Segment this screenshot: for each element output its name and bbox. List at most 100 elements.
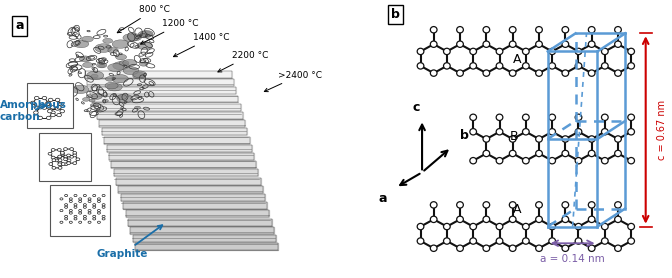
Ellipse shape (74, 40, 89, 48)
Circle shape (61, 163, 65, 165)
Circle shape (588, 41, 595, 47)
Circle shape (457, 70, 464, 76)
Polygon shape (107, 145, 252, 152)
Text: a: a (15, 19, 24, 33)
Circle shape (88, 212, 91, 214)
Circle shape (483, 41, 490, 47)
Ellipse shape (108, 63, 124, 71)
Circle shape (69, 221, 73, 223)
Circle shape (83, 204, 87, 206)
Circle shape (48, 98, 53, 101)
Circle shape (430, 245, 437, 251)
Circle shape (45, 103, 50, 106)
Circle shape (65, 204, 68, 206)
Circle shape (470, 63, 476, 69)
Ellipse shape (99, 64, 106, 68)
Ellipse shape (138, 31, 152, 38)
Circle shape (483, 27, 490, 33)
Circle shape (588, 136, 595, 142)
Ellipse shape (128, 34, 142, 41)
Text: a = 0.14 nm: a = 0.14 nm (540, 254, 605, 264)
Polygon shape (116, 178, 261, 185)
Circle shape (83, 218, 87, 220)
Circle shape (615, 70, 622, 76)
Circle shape (57, 156, 61, 159)
Circle shape (83, 215, 87, 217)
Circle shape (496, 158, 503, 164)
Circle shape (457, 245, 464, 251)
Circle shape (79, 221, 82, 223)
Circle shape (536, 136, 542, 142)
Circle shape (102, 218, 105, 220)
Circle shape (93, 218, 95, 220)
Ellipse shape (123, 67, 139, 75)
Polygon shape (114, 169, 258, 176)
Text: Graphite: Graphite (97, 225, 162, 259)
Circle shape (93, 204, 95, 206)
Ellipse shape (86, 95, 93, 98)
Circle shape (60, 221, 63, 223)
Circle shape (51, 148, 55, 151)
Circle shape (588, 27, 595, 33)
Circle shape (562, 41, 569, 47)
Circle shape (69, 210, 73, 212)
Circle shape (523, 238, 529, 244)
Circle shape (549, 63, 556, 69)
Ellipse shape (117, 95, 127, 100)
Ellipse shape (119, 61, 129, 66)
Circle shape (430, 70, 437, 76)
Bar (38, 133, 91, 181)
Circle shape (523, 224, 529, 230)
Circle shape (60, 152, 65, 154)
Circle shape (54, 159, 58, 162)
Circle shape (615, 136, 622, 142)
Circle shape (97, 210, 100, 212)
Circle shape (46, 101, 50, 105)
Circle shape (97, 198, 100, 200)
Circle shape (483, 70, 490, 76)
Circle shape (430, 27, 437, 33)
Polygon shape (109, 153, 254, 160)
Bar (50, 185, 110, 236)
Circle shape (79, 200, 82, 202)
Circle shape (88, 221, 91, 223)
Text: 2200 °C: 2200 °C (218, 51, 268, 72)
Circle shape (50, 106, 55, 109)
Circle shape (509, 136, 516, 142)
Ellipse shape (123, 59, 137, 66)
Circle shape (483, 136, 490, 142)
Circle shape (575, 48, 582, 54)
Circle shape (88, 210, 91, 212)
Circle shape (509, 27, 516, 33)
Circle shape (58, 159, 62, 162)
Circle shape (97, 200, 100, 202)
Polygon shape (104, 136, 249, 143)
Circle shape (88, 200, 91, 202)
Circle shape (58, 167, 62, 169)
Circle shape (575, 129, 582, 135)
Circle shape (601, 114, 608, 120)
Circle shape (48, 110, 52, 113)
Circle shape (601, 129, 608, 135)
Ellipse shape (105, 82, 118, 89)
Circle shape (601, 48, 608, 54)
Circle shape (509, 70, 516, 76)
Polygon shape (101, 128, 247, 135)
Circle shape (496, 48, 503, 54)
Circle shape (615, 41, 622, 47)
Circle shape (575, 158, 582, 164)
Circle shape (496, 238, 503, 244)
Circle shape (76, 158, 80, 161)
Circle shape (628, 48, 634, 54)
Circle shape (57, 106, 61, 109)
Circle shape (509, 41, 516, 47)
Ellipse shape (112, 40, 129, 48)
Polygon shape (85, 71, 232, 78)
Polygon shape (99, 120, 245, 127)
Ellipse shape (137, 42, 153, 49)
Circle shape (102, 206, 105, 208)
Ellipse shape (87, 71, 103, 80)
Circle shape (73, 152, 77, 154)
Circle shape (549, 129, 556, 135)
Polygon shape (95, 104, 241, 111)
